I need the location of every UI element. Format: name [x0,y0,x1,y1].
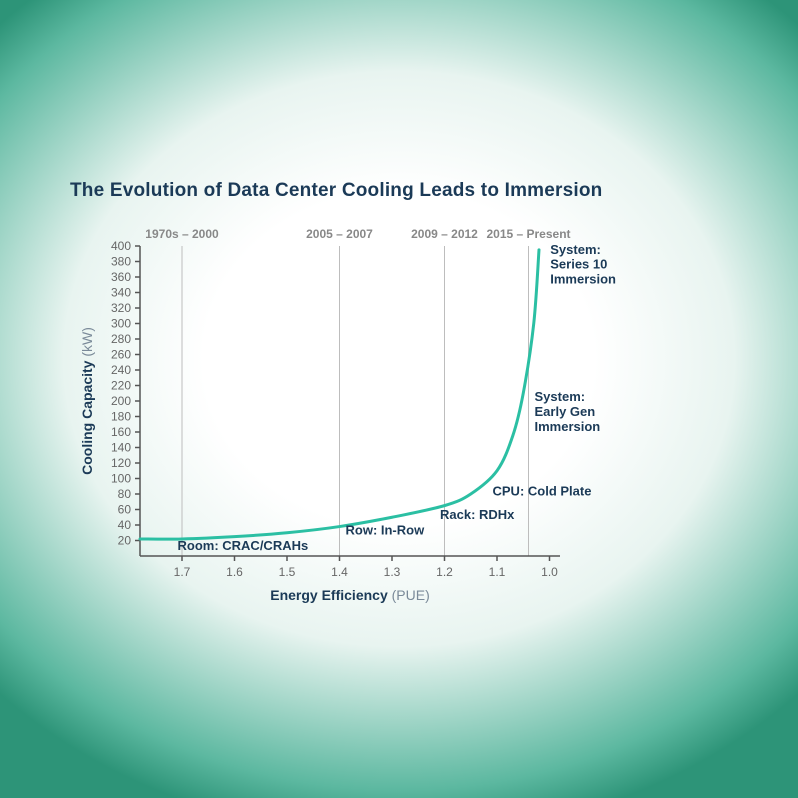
chart-svg: 1970s – 2000 2005 – 2007 2009 – 2012 2015 –… [70,210,630,620]
y-tick-label: 120 [111,456,131,470]
y-tick-label: 20 [118,534,132,548]
era-label: 2015 – Present [486,227,570,241]
page-root: The Evolution of Data Center Cooling Lea… [0,0,798,798]
y-tick-label: 400 [111,239,131,253]
y-tick-label: 240 [111,363,131,377]
y-tick-label: 320 [111,301,131,315]
y-tick-label: 40 [118,518,132,532]
x-tick-label: 1.4 [331,565,348,579]
y-tick-label: 280 [111,332,131,346]
x-tick-label: 1.1 [489,565,506,579]
y-tick-label: 220 [111,379,131,393]
chart-title: The Evolution of Data Center Cooling Lea… [70,180,630,202]
y-tick-label: 60 [118,503,132,517]
y-tick-label: 80 [118,487,132,501]
x-tick-label: 1.0 [541,565,558,579]
x-tick-label: 1.5 [279,565,296,579]
y-tick-label: 160 [111,425,131,439]
y-axis-title: Cooling Capacity (kW) [79,327,95,475]
y-tick-label: 100 [111,472,131,486]
chart-card: The Evolution of Data Center Cooling Lea… [70,180,630,620]
annotation: Rack: RDHx [440,507,515,522]
y-tick-label: 260 [111,348,131,362]
y-tick-label: 140 [111,441,131,455]
x-axis-title: Energy Efficiency (PUE) [270,587,430,603]
x-tick-label: 1.2 [436,565,453,579]
era-label: 1970s – 2000 [145,227,219,241]
annotation: System:Series 10Immersion [550,242,616,287]
annotation: CPU: Cold Plate [493,484,592,499]
y-tick-label: 360 [111,270,131,284]
y-tick-label: 340 [111,286,131,300]
annotation: Row: In-Row [346,522,426,537]
era-label: 2009 – 2012 [411,227,478,241]
era-label: 2005 – 2007 [306,227,373,241]
annotation: System:Early GenImmersion [535,389,601,434]
x-tick-label: 1.3 [384,565,401,579]
x-tick-label: 1.7 [174,565,191,579]
y-tick-label: 300 [111,317,131,331]
annotation: Room: CRAC/CRAHs [178,538,309,553]
y-tick-label: 380 [111,255,131,269]
y-tick-label: 200 [111,394,131,408]
x-tick-label: 1.6 [226,565,243,579]
y-tick-label: 180 [111,410,131,424]
